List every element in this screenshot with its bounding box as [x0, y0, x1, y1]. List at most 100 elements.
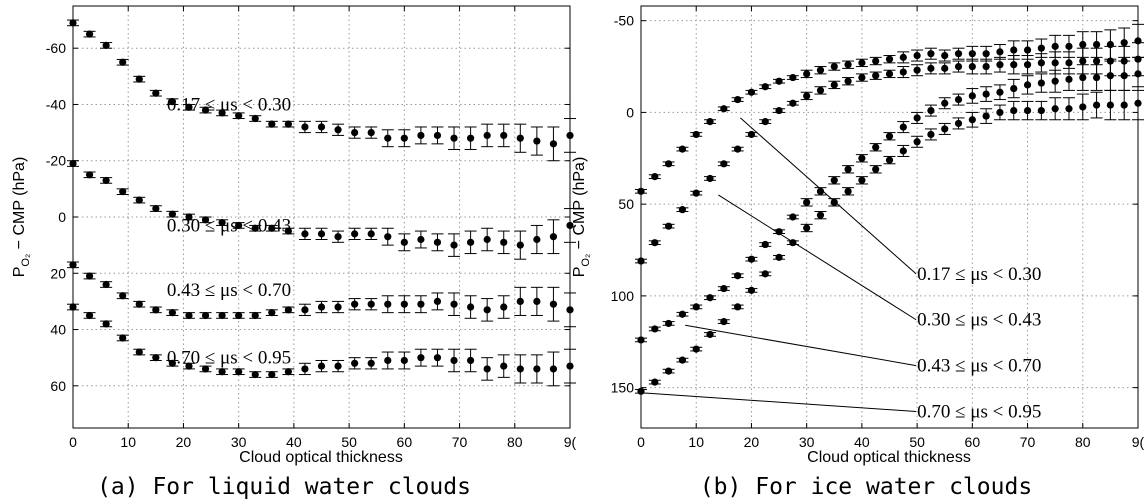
data-point — [803, 198, 811, 206]
data-point — [417, 354, 425, 362]
data-point — [467, 134, 475, 142]
data-point — [483, 365, 491, 373]
y-tick-label: 50 — [618, 196, 634, 212]
data-point — [678, 356, 687, 364]
series — [635, 42, 1144, 265]
data-point — [102, 41, 110, 49]
data-point — [218, 109, 226, 117]
data-point — [284, 120, 292, 128]
data-point — [1106, 72, 1114, 80]
data-point — [1065, 59, 1073, 67]
data-point — [1079, 57, 1087, 65]
data-point — [803, 224, 811, 232]
y-tick-label: -20 — [46, 153, 66, 169]
annotations: 0.17 ≤ μs < 0.30 0.30 ≤ μs < 0.43 0.43 ≤ μ… — [167, 94, 291, 368]
data-point — [102, 280, 110, 289]
data-point — [844, 165, 852, 173]
data-point — [665, 222, 673, 230]
data-point — [1023, 81, 1032, 89]
data-point — [201, 365, 210, 373]
data-point — [734, 145, 742, 153]
data-point — [251, 311, 259, 320]
data-point — [996, 48, 1004, 56]
data-point — [152, 89, 160, 97]
x-tick-label: 70 — [1020, 434, 1036, 450]
data-point — [450, 241, 458, 249]
data-point — [1134, 99, 1142, 107]
data-point — [1120, 72, 1128, 80]
x-tick-label: 30 — [231, 434, 247, 450]
data-point — [913, 66, 921, 74]
x-tick-label: 70 — [452, 434, 468, 450]
data-point — [301, 365, 309, 373]
data-point — [334, 233, 342, 241]
data-point — [549, 140, 558, 148]
data-point — [885, 70, 894, 78]
data-point — [789, 73, 797, 82]
data-point — [135, 300, 143, 308]
data-point — [692, 189, 700, 197]
data-series — [635, 23, 1144, 395]
data-point — [651, 239, 659, 247]
data-point — [516, 134, 524, 142]
data-point — [450, 134, 458, 142]
x-tick-label: 0 — [69, 434, 77, 450]
y-tick-label: 20 — [50, 265, 66, 281]
data-point — [1023, 46, 1032, 54]
x-tick-label: 0 — [637, 434, 645, 450]
data-point — [201, 106, 210, 114]
data-point — [913, 138, 921, 146]
data-point — [747, 130, 756, 139]
data-point — [775, 77, 783, 85]
data-point — [185, 213, 193, 221]
data-point — [235, 368, 243, 376]
annotation-label: 0.43 ≤ μs < 0.70 — [167, 280, 291, 301]
data-point — [816, 187, 825, 195]
data-point — [734, 95, 742, 104]
data-point — [218, 311, 226, 320]
data-point — [251, 224, 259, 232]
data-point — [235, 221, 243, 230]
x-tick-label: 80 — [1075, 434, 1091, 450]
data-point — [417, 131, 425, 140]
data-point — [872, 143, 880, 151]
data-point — [201, 311, 210, 320]
y-axis-label: PO₂ − CMP (hPa) — [11, 157, 32, 278]
data-point — [135, 75, 143, 83]
data-point — [927, 64, 935, 72]
grid — [640, 6, 1139, 428]
data-point — [533, 365, 541, 373]
series — [635, 56, 1144, 344]
data-point — [135, 196, 143, 204]
data-point — [351, 359, 359, 367]
data-series — [67, 19, 576, 387]
data-point — [1092, 101, 1101, 109]
data-point — [218, 368, 226, 376]
annotation-label: 0.70 ≤ μs < 0.95 — [167, 348, 291, 369]
data-point — [549, 365, 558, 373]
data-point — [913, 114, 921, 122]
x-tick-label: 50 — [341, 434, 357, 450]
data-point — [720, 317, 728, 326]
data-point — [102, 176, 110, 185]
data-point — [885, 55, 894, 63]
data-point — [400, 356, 408, 365]
data-point — [734, 272, 742, 280]
annotation-label: 0.70 ≤ μs < 0.95 — [917, 401, 1041, 422]
data-point — [665, 319, 673, 328]
data-point — [637, 187, 645, 195]
data-point — [830, 176, 838, 184]
data-point — [467, 303, 475, 311]
data-point — [301, 123, 309, 131]
data-point — [152, 354, 160, 362]
data-point — [1065, 42, 1073, 50]
data-point — [400, 134, 408, 142]
data-point — [433, 131, 442, 140]
data-point — [982, 112, 990, 120]
data-point — [1037, 44, 1045, 52]
data-point — [941, 64, 949, 72]
data-point — [168, 359, 176, 367]
data-point — [761, 240, 769, 249]
data-point — [500, 303, 508, 311]
data-point — [706, 330, 714, 339]
